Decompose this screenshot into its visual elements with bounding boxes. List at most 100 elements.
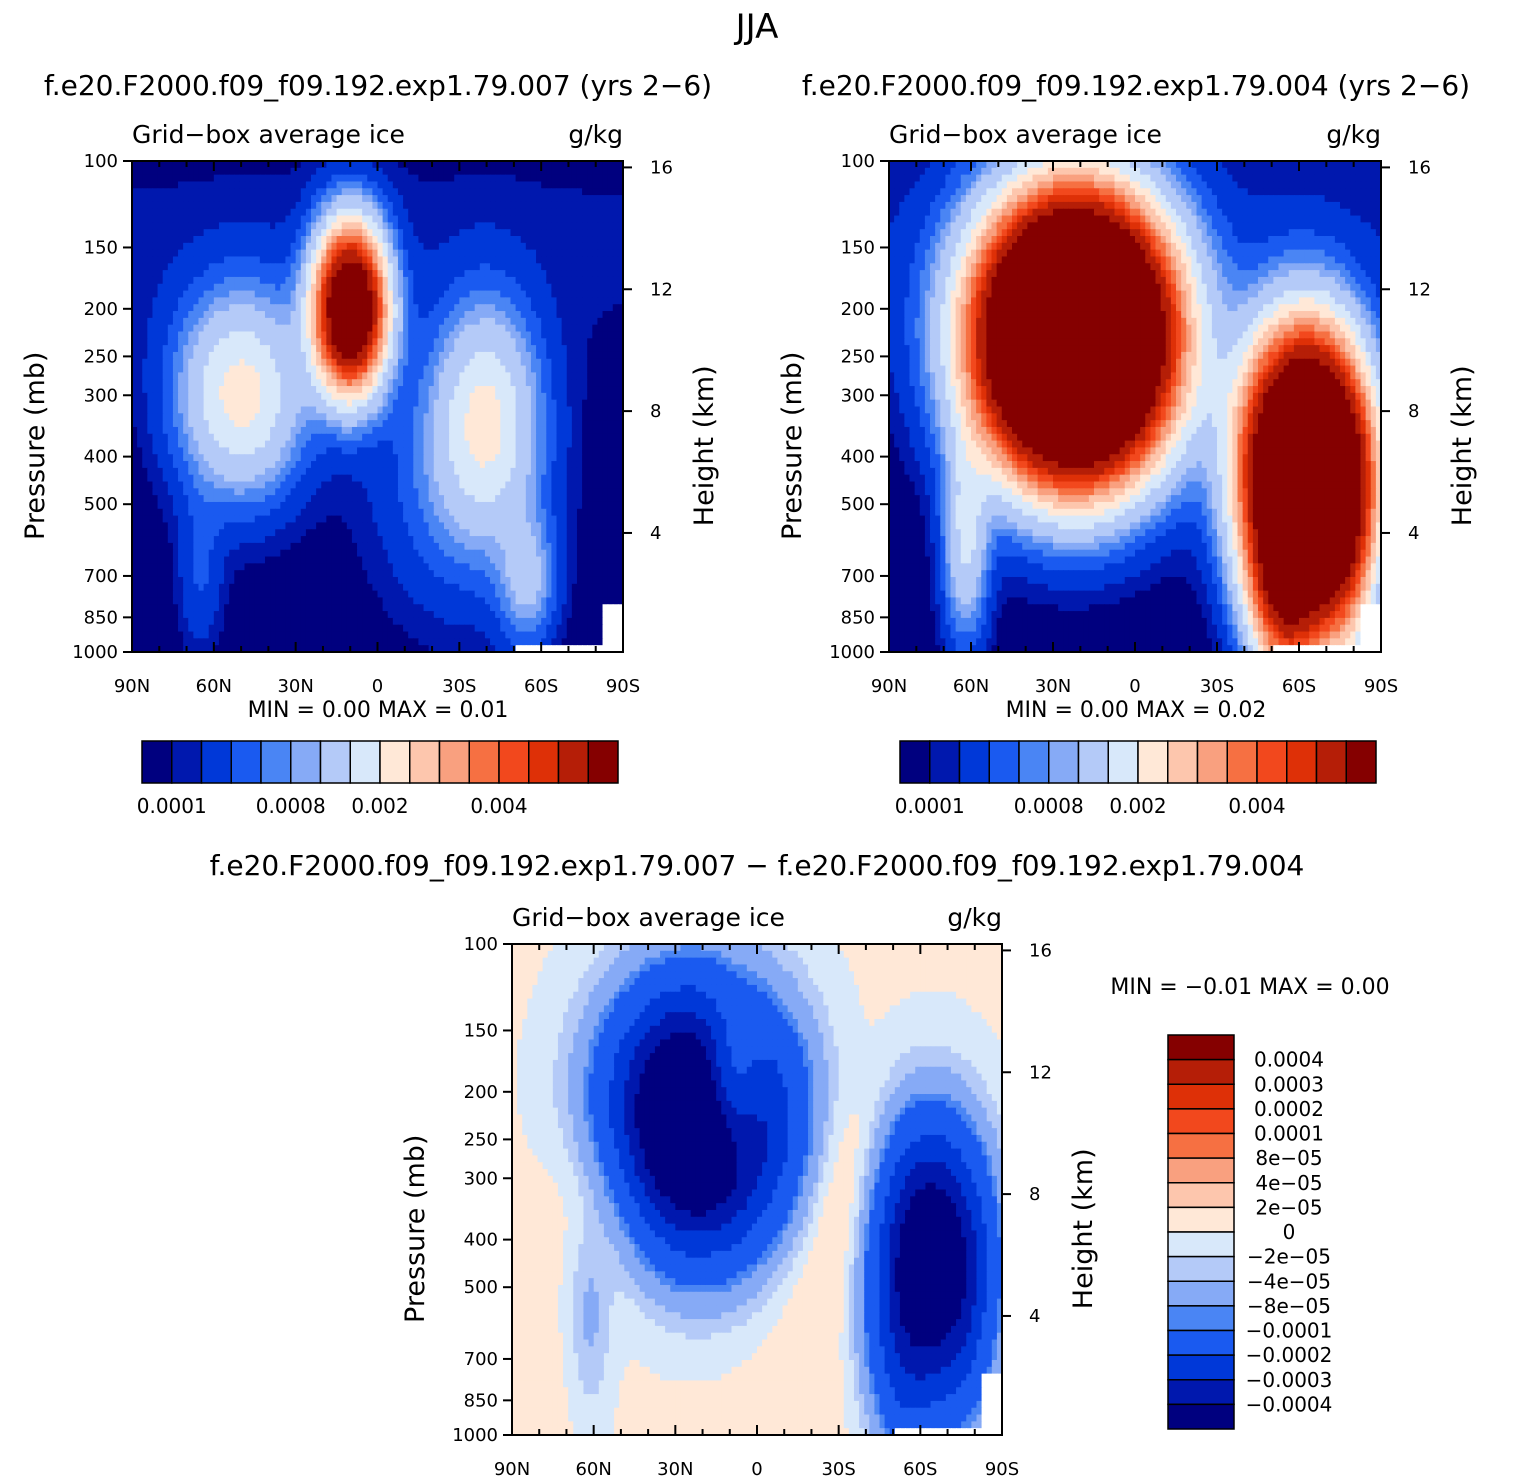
field-cell xyxy=(516,284,522,291)
field-cell xyxy=(521,502,527,509)
field-cell xyxy=(147,216,153,223)
field-cell xyxy=(321,379,327,386)
field-cell xyxy=(500,168,506,175)
field-cell xyxy=(183,386,189,393)
field-cell xyxy=(449,427,455,434)
field-cell xyxy=(255,379,261,386)
field-cell xyxy=(413,216,419,223)
field-cell xyxy=(367,263,373,270)
field-cell xyxy=(587,400,593,407)
field-cell xyxy=(204,263,210,270)
field-cell xyxy=(280,325,286,332)
field-cell xyxy=(152,338,158,345)
field-cell xyxy=(347,359,353,366)
field-cell xyxy=(531,291,537,298)
field-cell xyxy=(239,175,245,182)
field-cell xyxy=(168,161,174,168)
field-cell xyxy=(413,175,419,182)
field-cell xyxy=(510,229,516,236)
field-cell xyxy=(495,216,501,223)
field-cell xyxy=(577,447,583,454)
field-cell xyxy=(526,352,532,359)
field-cell xyxy=(603,209,609,216)
field-cell xyxy=(137,366,143,373)
field-cell xyxy=(158,345,164,352)
field-cell xyxy=(142,318,148,325)
field-cell xyxy=(500,318,506,325)
field-cell xyxy=(255,407,261,414)
field-cell xyxy=(142,209,148,216)
field-cell xyxy=(357,441,363,448)
field-cell xyxy=(296,495,302,502)
field-cell xyxy=(449,209,455,216)
field-cell xyxy=(362,243,368,250)
field-cell xyxy=(147,427,153,434)
field-cell xyxy=(562,420,568,427)
field-cell xyxy=(424,188,430,195)
field-cell xyxy=(408,427,414,434)
field-cell xyxy=(592,325,598,332)
field-cell xyxy=(613,181,619,188)
field-cell xyxy=(480,434,486,441)
field-cell xyxy=(255,270,261,277)
field-cell xyxy=(398,420,404,427)
field-cell xyxy=(311,400,317,407)
field-cell xyxy=(546,509,552,516)
field-cell xyxy=(183,366,189,373)
field-cell xyxy=(183,338,189,345)
field-cell xyxy=(500,427,506,434)
field-cell xyxy=(229,297,235,304)
field-cell xyxy=(173,222,179,229)
field-cell xyxy=(173,427,179,434)
field-cell xyxy=(142,195,148,202)
field-cell xyxy=(316,502,322,509)
field-cell xyxy=(541,243,547,250)
field-cell xyxy=(357,236,363,243)
field-cell xyxy=(275,407,281,414)
field-cell xyxy=(250,454,256,461)
field-cell xyxy=(362,331,368,338)
field-cell xyxy=(480,284,486,291)
field-cell xyxy=(372,509,378,516)
field-cell xyxy=(536,236,542,243)
field-cell xyxy=(592,256,598,263)
field-cell xyxy=(152,216,158,223)
field-cell xyxy=(475,413,481,420)
field-cell xyxy=(342,434,348,441)
field-cell xyxy=(163,161,169,168)
field-cell xyxy=(147,434,153,441)
field-cell xyxy=(454,277,460,284)
field-cell xyxy=(198,407,204,414)
field-cell xyxy=(608,407,614,414)
field-cell xyxy=(311,345,317,352)
field-cell xyxy=(613,304,619,311)
field-cell xyxy=(378,304,384,311)
field-cell xyxy=(393,202,399,209)
field-cell xyxy=(296,338,302,345)
field-cell xyxy=(260,468,266,475)
field-cell xyxy=(301,229,307,236)
field-cell xyxy=(183,461,189,468)
field-cell xyxy=(209,413,215,420)
field-cell xyxy=(434,454,440,461)
field-cell xyxy=(500,359,506,366)
field-cell xyxy=(357,243,363,250)
field-cell xyxy=(275,304,281,311)
field-cell xyxy=(597,250,603,257)
field-cell xyxy=(342,345,348,352)
panel-2-case-title: f.e20.F2000.f09_f09.192.exp1.79.004 (yrs… xyxy=(802,69,1470,102)
field-cell xyxy=(142,297,148,304)
field-cell xyxy=(562,345,568,352)
field-cell xyxy=(597,188,603,195)
field-cell xyxy=(439,454,445,461)
field-cell xyxy=(500,195,506,202)
field-cell xyxy=(572,229,578,236)
field-cell xyxy=(326,209,332,216)
field-cell xyxy=(301,379,307,386)
field-cell xyxy=(352,413,358,420)
field-cell xyxy=(577,311,583,318)
field-cell xyxy=(296,372,302,379)
field-cell xyxy=(424,331,430,338)
field-cell xyxy=(239,331,245,338)
field-cell xyxy=(198,250,204,257)
